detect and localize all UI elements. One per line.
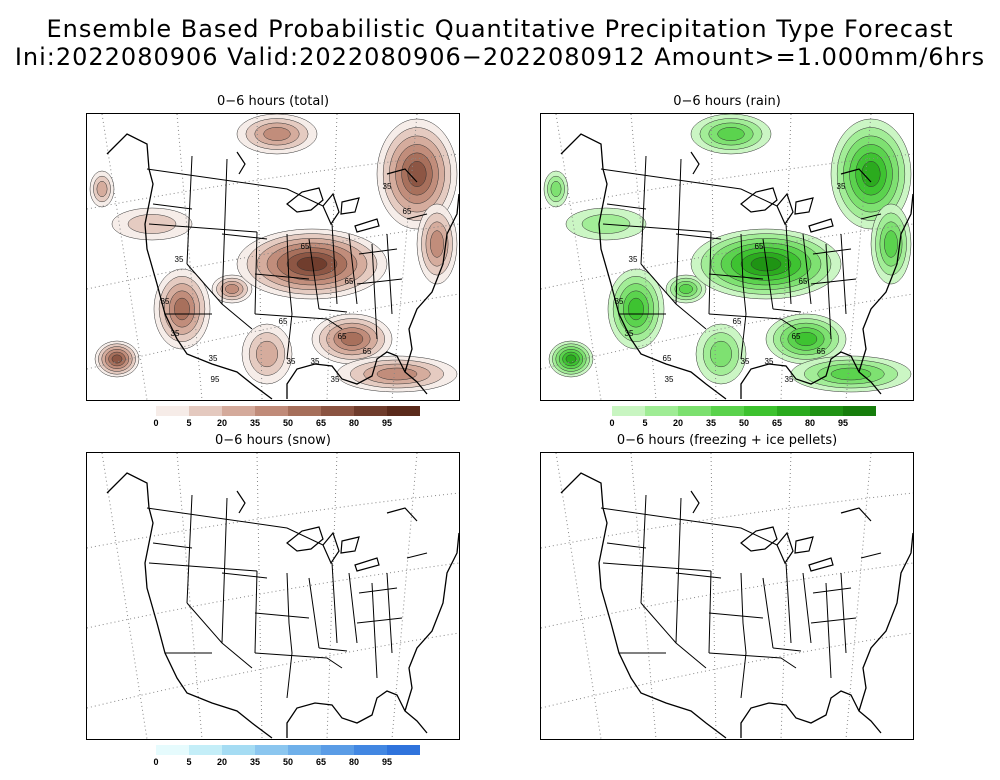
page-subtitle: Ini:2022080906 Valid:2022080906−20220809…	[14, 43, 986, 71]
colorbar-tick-label: 65	[315, 757, 327, 767]
contour-label: 35	[383, 182, 392, 191]
contour-label: 65	[755, 242, 764, 251]
panel-title-total: 0−6 hours (total)	[216, 94, 330, 109]
contour-label: 35	[741, 357, 750, 366]
colorbar-tick-label: 65	[771, 418, 783, 428]
contour-label: 35	[331, 375, 340, 384]
colorbar-tick-label: 50	[738, 418, 750, 428]
map-panel-snow	[86, 452, 460, 740]
colorbar-tick-label: 50	[282, 418, 294, 428]
colorbar-swatch	[288, 745, 321, 755]
contour-label: 65	[338, 332, 347, 341]
colorbar-snow	[156, 745, 420, 755]
colorbar-swatch	[189, 406, 222, 416]
colorbar-total	[156, 406, 420, 416]
colorbar-swatch	[255, 745, 288, 755]
colorbar-swatch	[156, 406, 189, 416]
map-svg: 35 65 35 65 35 65 35 65 35 95 65 35 35 35 65	[87, 114, 459, 400]
colorbar-swatch	[354, 406, 387, 416]
contour-label: 65	[792, 332, 801, 341]
contour-label: 35	[161, 297, 170, 306]
contour-label: 35	[625, 329, 634, 338]
panel-title-snow: 0−6 hours (snow)	[215, 433, 331, 448]
colorbar-swatch	[189, 745, 222, 755]
colorbar-tick-label: 50	[282, 757, 294, 767]
colorbar-tick-label: 95	[381, 757, 393, 767]
colorbar-swatch	[321, 745, 354, 755]
colorbar-swatch	[321, 406, 354, 416]
contour-label: 65	[817, 347, 826, 356]
colorbar-tick-label: 35	[705, 418, 717, 428]
colorbar-tick-label: 20	[672, 418, 684, 428]
colorbar-swatch	[744, 406, 777, 416]
contour-label: 35	[311, 357, 320, 366]
map-svg	[541, 453, 913, 739]
colorbar-swatch	[612, 406, 645, 416]
contour-label: 35	[175, 255, 184, 264]
contour-label: 65	[363, 347, 372, 356]
colorbar-ticks-snow: 0 5 20 35 50 65 80 95	[153, 757, 456, 769]
colorbar-tick-label: 5	[642, 418, 648, 428]
contour-label: 65	[733, 317, 742, 326]
contour-label: 35	[765, 357, 774, 366]
colorbar-swatch	[678, 406, 711, 416]
contour-label: 35	[629, 255, 638, 264]
colorbar-tick-label: 0	[609, 418, 615, 428]
colorbar-swatch	[843, 406, 876, 416]
page-title: Ensemble Based Probabilistic Quantitativ…	[46, 15, 954, 43]
panel-title-rain: 0−6 hours (rain)	[673, 94, 781, 109]
contour-label: 65	[279, 317, 288, 326]
colorbar-tick-label: 5	[186, 418, 192, 428]
contour-label: 35	[785, 375, 794, 384]
colorbar-swatch	[354, 745, 387, 755]
colorbar-swatch	[711, 406, 744, 416]
contour-label: 35	[171, 329, 180, 338]
colorbar-tick-label: 20	[216, 418, 228, 428]
colorbar-swatch	[387, 406, 420, 416]
colorbar-tick-label: 5	[186, 757, 192, 767]
colorbar-tick-label: 0	[153, 757, 159, 767]
contour-label: 65	[301, 242, 310, 251]
colorbar-tick-label: 20	[216, 757, 228, 767]
contour-label: 95	[211, 375, 220, 384]
contour-label: 35	[615, 297, 624, 306]
contour-label: 65	[799, 277, 808, 286]
panel-title-freezing: 0−6 hours (freezing + ice pellets)	[616, 433, 838, 448]
colorbar-tick-label: 95	[837, 418, 849, 428]
colorbar-swatch	[387, 745, 420, 755]
colorbar-tick-label: 35	[249, 757, 261, 767]
colorbar-swatch	[255, 406, 288, 416]
colorbar-swatch	[645, 406, 678, 416]
contour-label: 35	[665, 375, 674, 384]
contour-label: 65	[403, 207, 412, 216]
colorbar-tick-label: 80	[348, 418, 360, 428]
colorbar-rain	[612, 406, 876, 416]
colorbar-tick-label: 65	[315, 418, 327, 428]
colorbar-swatch	[222, 745, 255, 755]
colorbar-swatch	[222, 406, 255, 416]
map-svg	[87, 453, 459, 739]
colorbar-ticks-total: 0 5 20 35 50 65 80 95	[153, 418, 456, 430]
colorbar-tick-label: 80	[804, 418, 816, 428]
contour-label: 65	[663, 354, 672, 363]
contour-label: 65	[345, 277, 354, 286]
colorbar-tick-label: 80	[348, 757, 360, 767]
colorbar-tick-label: 95	[381, 418, 393, 428]
contour-label: 35	[837, 182, 846, 191]
colorbar-tick-label: 0	[153, 418, 159, 428]
map-panel-rain: 35 65 35 65 35 65 35 65 35 35 65 35 35 65	[540, 113, 914, 401]
colorbar-swatch	[810, 406, 843, 416]
contour-label: 35	[209, 354, 218, 363]
map-svg: 35 65 35 65 35 65 35 65 35 35 65 35 35 65	[541, 114, 913, 400]
colorbar-ticks-rain: 0 5 20 35 50 65 80 95	[609, 418, 912, 430]
colorbar-swatch	[156, 745, 189, 755]
map-panel-total: 35 65 35 65 35 65 35 65 35 95 65 35 35 35 65	[86, 113, 460, 401]
map-panel-freezing	[540, 452, 914, 740]
colorbar-swatch	[288, 406, 321, 416]
contour-label: 35	[287, 357, 296, 366]
colorbar-swatch	[777, 406, 810, 416]
colorbar-tick-label: 35	[249, 418, 261, 428]
